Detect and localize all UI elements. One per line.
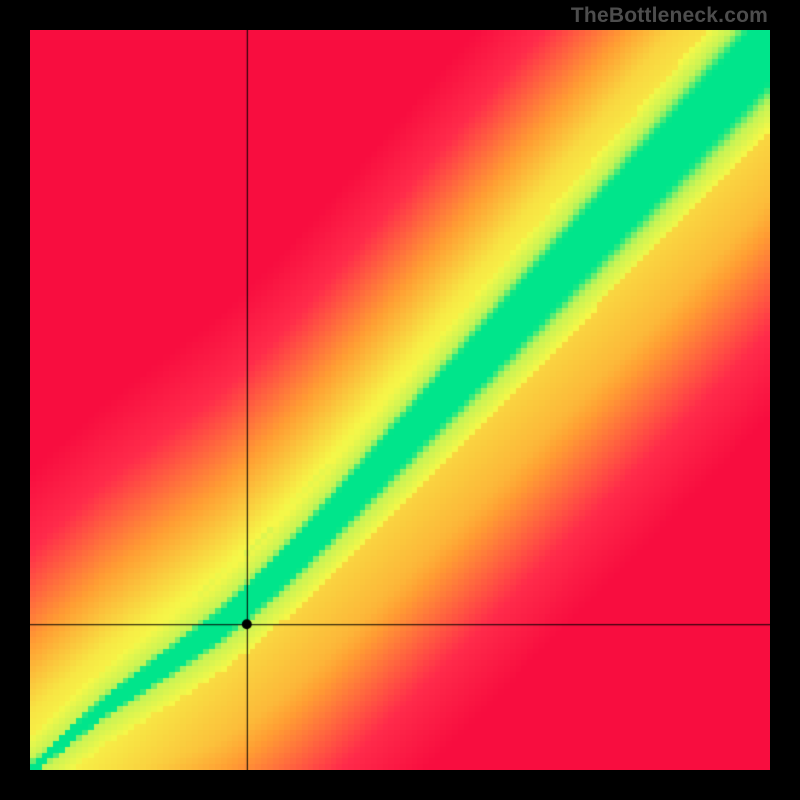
bottleneck-heatmap — [30, 30, 770, 770]
watermark-text: TheBottleneck.com — [571, 4, 768, 28]
chart-frame: { "watermark": { "text": "TheBottleneck.… — [0, 0, 800, 800]
